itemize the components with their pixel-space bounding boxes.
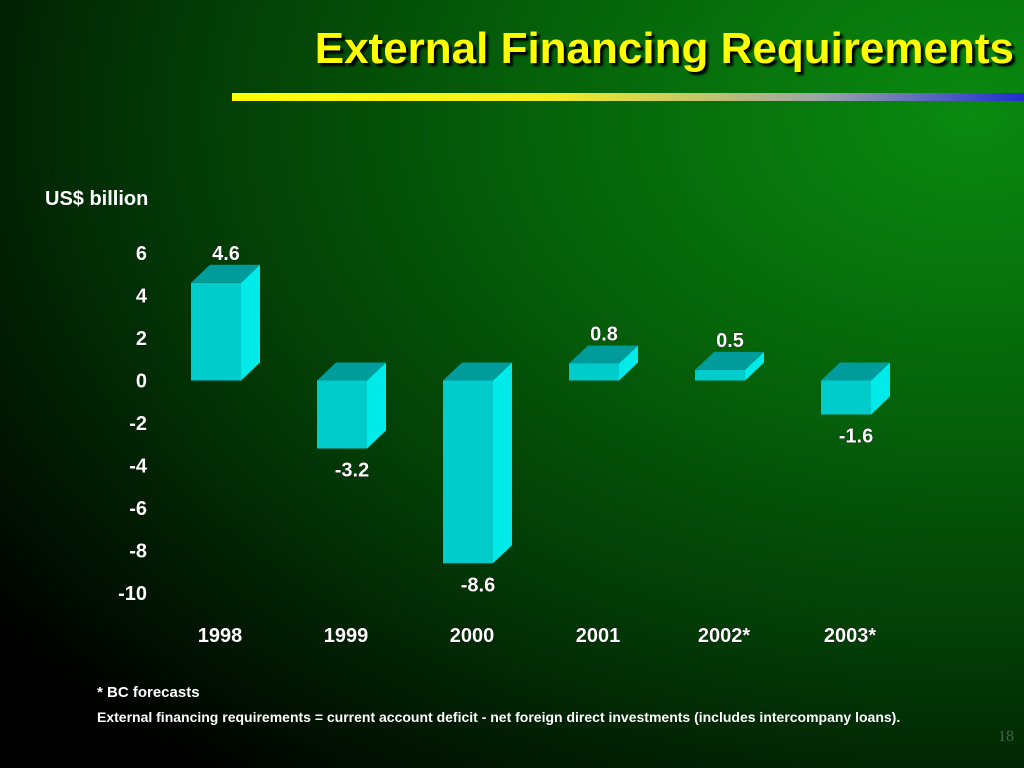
bar-side [493, 362, 512, 564]
bar-value-label: -1.6 [839, 426, 873, 448]
bar-front [695, 369, 745, 381]
y-tick-label: 2 [136, 328, 147, 350]
bar-front [443, 380, 493, 564]
y-axis-label: US$ billion [45, 188, 149, 210]
bar-side [871, 362, 890, 415]
slide-title: External Financing Requirements [314, 24, 1014, 73]
bar-value-label: -8.6 [461, 574, 495, 596]
y-tick-label: 6 [136, 243, 147, 265]
x-tick-label: 1998 [198, 625, 243, 647]
bar-top [695, 351, 764, 370]
footnote-forecasts: * BC forecasts [97, 684, 200, 701]
bar-top [443, 362, 512, 381]
x-tick-label: 2000 [450, 625, 495, 647]
y-tick-label: -8 [129, 541, 147, 563]
y-tick-label: -4 [129, 456, 148, 478]
bar-side [367, 362, 386, 449]
bar-front [191, 282, 241, 381]
bar-top [191, 264, 260, 283]
x-tick-label: 2001 [576, 625, 621, 647]
bar-value-label: 4.6 [212, 243, 240, 265]
x-tick-label: 2003* [824, 625, 876, 647]
bar-value-label: 0.5 [716, 330, 744, 352]
footnote-definition: External financing requirements = curren… [97, 709, 901, 725]
y-tick-label: -10 [118, 583, 147, 605]
page-number: 18 [998, 728, 1014, 745]
y-tick-label: 0 [136, 371, 147, 393]
bar-top [569, 345, 638, 364]
bar-value-label: 0.8 [590, 324, 618, 346]
bar-chart: 6 4 2 0 -2 -4 -6 -8 -10 4.6 1998 -3.2 1999 -8.6 2000 0.… [118, 242, 890, 647]
bar-side [619, 345, 638, 381]
x-tick-label: 2002* [698, 625, 750, 647]
x-tick-label: 1999 [324, 625, 369, 647]
y-tick-label: -2 [129, 413, 147, 435]
bar-front [317, 380, 367, 449]
bar-side [745, 351, 764, 381]
bar-value-label: -3.2 [335, 460, 369, 482]
title-underline [232, 93, 1024, 101]
y-tick-label: -6 [129, 498, 147, 520]
bar-side [241, 264, 260, 381]
y-tick-label: 4 [136, 286, 148, 308]
bar-top [317, 362, 386, 381]
bar-top [821, 362, 890, 381]
bar-front [821, 380, 871, 415]
bar-front [569, 363, 619, 381]
